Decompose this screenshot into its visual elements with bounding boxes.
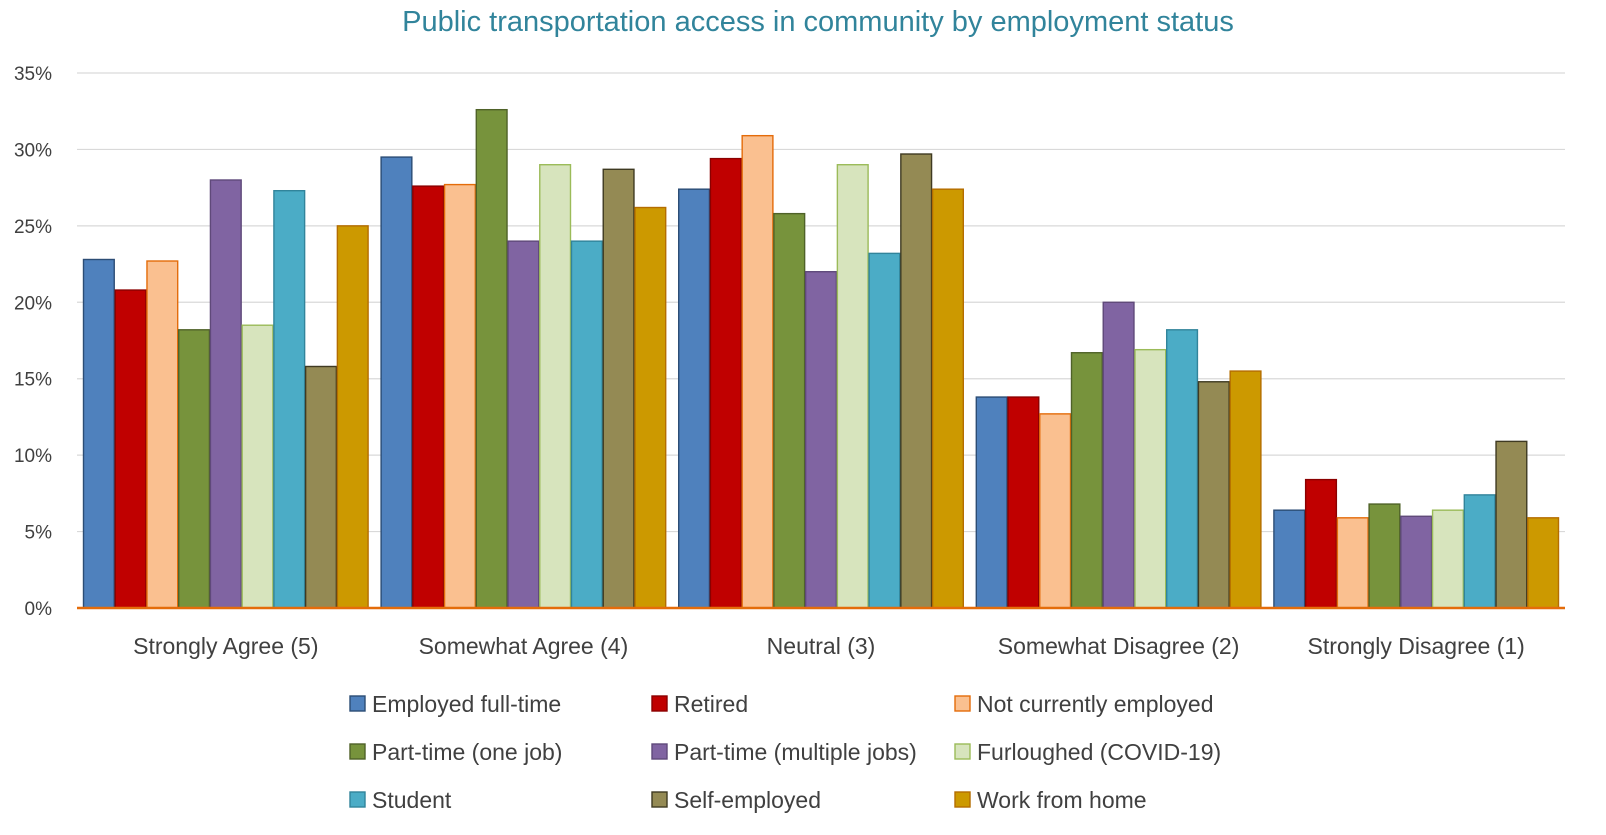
y-tick-label: 10% [14, 446, 52, 467]
bar [1273, 509, 1306, 609]
y-tick-label: 15% [14, 370, 52, 391]
bar [868, 252, 901, 609]
bar [931, 188, 964, 609]
legend-swatch [349, 791, 366, 808]
bar [1368, 503, 1401, 609]
bar [900, 153, 933, 609]
legend-swatch [954, 695, 971, 712]
bar [634, 206, 667, 609]
bar [146, 260, 179, 609]
bar [709, 157, 742, 609]
legend-label: Work from home [977, 787, 1147, 813]
bar [1431, 509, 1464, 609]
bar [114, 289, 147, 609]
bar [975, 396, 1008, 609]
bar [507, 240, 540, 609]
legend-label: Not currently employed [977, 691, 1214, 717]
bar [1102, 301, 1135, 609]
bar [412, 185, 445, 609]
bar [1304, 478, 1338, 609]
bar [539, 164, 572, 609]
x-tick-label: Strongly Agree (5) [133, 633, 318, 659]
axes: 0% 5% 10% 15% 20% 25% 30% 35% Strongly Agree (5)… [14, 64, 1565, 659]
bar [1495, 440, 1528, 609]
legend-label: Retired [674, 691, 748, 717]
legend-label: Employed full-time [372, 691, 561, 717]
bars [82, 108, 1560, 609]
y-tick-label: 5% [25, 523, 53, 544]
bar [475, 108, 508, 609]
bar [1007, 396, 1040, 609]
bar [304, 365, 338, 609]
x-tick-label: Strongly Disagree (1) [1308, 633, 1525, 659]
legend-swatch [954, 791, 971, 808]
legend-swatch [954, 743, 971, 760]
bar [1527, 517, 1560, 609]
bar [177, 329, 211, 609]
bar [741, 134, 774, 609]
bar [1039, 413, 1072, 609]
bar [1463, 494, 1496, 609]
y-tick-label: 25% [14, 217, 52, 238]
bar [773, 212, 806, 609]
y-tick-label: 35% [14, 64, 52, 85]
bar [1134, 348, 1167, 609]
legend-label: Self-employed [674, 787, 821, 813]
bar [82, 258, 115, 609]
x-tick-label: Neutral (3) [767, 633, 876, 659]
bar [836, 164, 869, 609]
bar [804, 271, 838, 609]
x-tick-label: Somewhat Agree (4) [419, 633, 629, 659]
legend-label: Part-time (one job) [372, 739, 562, 765]
bar [273, 189, 306, 609]
bar [1165, 329, 1199, 609]
y-tick-label: 0% [25, 599, 53, 620]
bar [443, 183, 477, 609]
bar [209, 179, 242, 609]
bar [1336, 517, 1369, 609]
bar [1400, 515, 1433, 609]
legend-label: Student [372, 787, 452, 813]
legend-label: Part-time (multiple jobs) [674, 739, 917, 765]
bar [336, 225, 369, 609]
legend-swatch [349, 743, 366, 760]
x-tick-label: Somewhat Disagree (2) [998, 633, 1240, 659]
legend-swatch [651, 791, 668, 808]
bar [678, 188, 711, 609]
legend: Employed full-time Retired Not currently e… [349, 691, 1221, 813]
legend-label: Furloughed (COVID-19) [977, 739, 1221, 765]
legend-swatch [349, 695, 366, 712]
bar [380, 156, 413, 609]
y-tick-label: 30% [14, 140, 52, 161]
chart-title: Public transportation access in communit… [402, 6, 1234, 38]
bar [241, 324, 274, 609]
bar [1197, 381, 1230, 609]
legend-swatch [651, 743, 668, 760]
legend-swatch [651, 695, 668, 712]
y-tick-label: 20% [14, 293, 52, 314]
bar [602, 168, 635, 609]
bar [570, 240, 603, 609]
bar [1229, 370, 1262, 609]
bar [1070, 352, 1103, 609]
